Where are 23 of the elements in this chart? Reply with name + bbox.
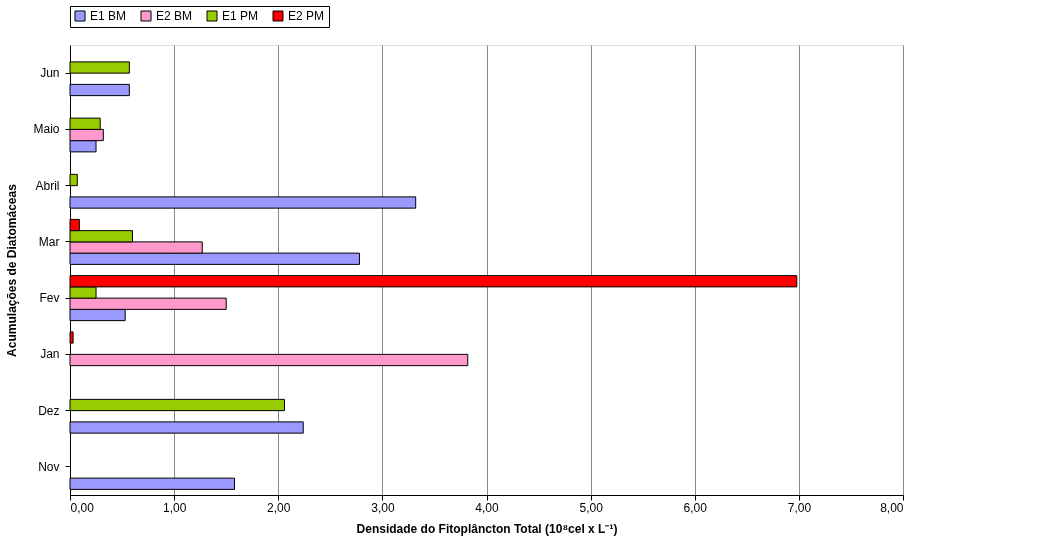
x-tick-label: 6,00 <box>683 500 708 515</box>
legend-label: E1 PM <box>222 9 259 23</box>
y-tick-label: Dez <box>38 403 60 418</box>
x-tick-label: 5,00 <box>579 500 604 515</box>
y-tick-label: Jan <box>40 347 60 362</box>
legend-label: E2 BM <box>156 9 193 23</box>
y-axis-title: Acumulações de Diatomáceas <box>5 183 20 357</box>
legend-label: E1 BM <box>90 9 127 23</box>
x-tick-label: 7,00 <box>787 500 812 515</box>
x-tick-label: 2,00 <box>267 500 291 515</box>
x-tick-label: 1,00 <box>162 500 187 515</box>
y-tick-label: Jun <box>40 66 60 81</box>
y-tick-label: Abril <box>35 178 60 193</box>
legend-label: E2 PM <box>288 9 325 23</box>
x-tick-label: 8,00 <box>880 500 904 515</box>
x-axis-title: Densidade do Fitoplâncton Total (10⁸cel x L⁻¹) <box>356 521 618 536</box>
y-tick-label: Maio <box>33 122 60 137</box>
y-tick-label: Fev <box>39 291 60 306</box>
y-tick-label: Mar <box>38 234 60 249</box>
x-tick-label: 3,00 <box>371 500 395 515</box>
x-tick-label: 0,00 <box>70 500 95 515</box>
y-tick-label: Nov <box>38 459 60 474</box>
x-tick-label: 4,00 <box>475 500 499 515</box>
